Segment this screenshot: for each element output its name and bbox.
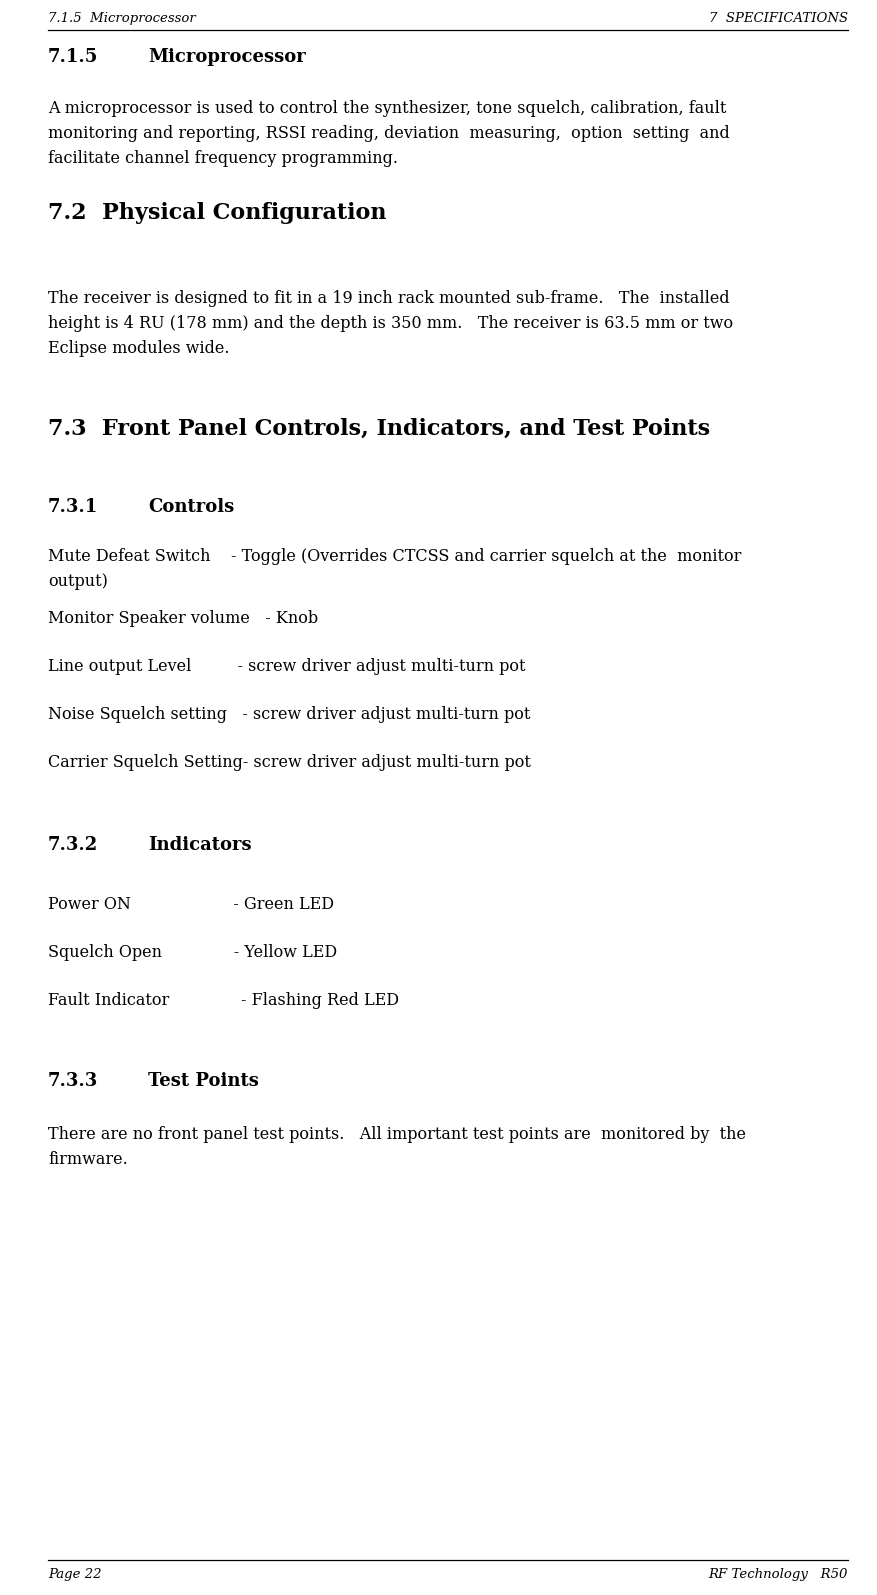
Text: Controls: Controls <box>148 498 234 517</box>
Text: 7  SPECIFICATIONS: 7 SPECIFICATIONS <box>709 13 848 26</box>
Text: 7.2  Physical Configuration: 7.2 Physical Configuration <box>48 203 387 223</box>
Text: RF Technology   R50: RF Technology R50 <box>709 1568 848 1581</box>
Text: Squelch Open              - Yellow LED: Squelch Open - Yellow LED <box>48 944 337 962</box>
Text: monitoring and reporting, RSSI reading, deviation  measuring,  option  setting  : monitoring and reporting, RSSI reading, … <box>48 124 730 142</box>
Text: output): output) <box>48 573 108 590</box>
Text: Noise Squelch setting   - screw driver adjust multi-turn pot: Noise Squelch setting - screw driver adj… <box>48 707 531 723</box>
Text: facilitate channel frequency programming.: facilitate channel frequency programming… <box>48 150 398 167</box>
Text: A microprocessor is used to control the synthesizer, tone squelch, calibration, : A microprocessor is used to control the … <box>48 100 726 116</box>
Text: Microprocessor: Microprocessor <box>148 48 306 65</box>
Text: There are no front panel test points.   All important test points are  monitored: There are no front panel test points. Al… <box>48 1126 746 1144</box>
Text: height is 4 RU (178 mm) and the depth is 350 mm.   The receiver is 63.5 mm or tw: height is 4 RU (178 mm) and the depth is… <box>48 314 733 332</box>
Text: Line output Level         - screw driver adjust multi-turn pot: Line output Level - screw driver adjust … <box>48 659 525 675</box>
Text: 7.3.2: 7.3.2 <box>48 836 98 853</box>
Text: 7.3  Front Panel Controls, Indicators, and Test Points: 7.3 Front Panel Controls, Indicators, an… <box>48 418 710 440</box>
Text: Indicators: Indicators <box>148 836 252 853</box>
Text: Fault Indicator              - Flashing Red LED: Fault Indicator - Flashing Red LED <box>48 992 399 1010</box>
Text: 7.1.5: 7.1.5 <box>48 48 98 65</box>
Text: Test Points: Test Points <box>148 1072 259 1089</box>
Text: Power ON                    - Green LED: Power ON - Green LED <box>48 896 334 912</box>
Text: The receiver is designed to fit in a 19 inch rack mounted sub-frame.   The  inst: The receiver is designed to fit in a 19 … <box>48 290 730 306</box>
Text: Page 22: Page 22 <box>48 1568 102 1581</box>
Text: firmware.: firmware. <box>48 1152 128 1168</box>
Text: 7.3.1: 7.3.1 <box>48 498 98 517</box>
Text: Eclipse modules wide.: Eclipse modules wide. <box>48 340 230 357</box>
Text: Carrier Squelch Setting- screw driver adjust multi-turn pot: Carrier Squelch Setting- screw driver ad… <box>48 754 531 770</box>
Text: 7.1.5  Microprocessor: 7.1.5 Microprocessor <box>48 13 196 26</box>
Text: Monitor Speaker volume   - Knob: Monitor Speaker volume - Knob <box>48 609 318 627</box>
Text: Mute Defeat Switch    - Toggle (Overrides CTCSS and carrier squelch at the  moni: Mute Defeat Switch - Toggle (Overrides C… <box>48 549 741 565</box>
Text: 7.3.3: 7.3.3 <box>48 1072 98 1089</box>
